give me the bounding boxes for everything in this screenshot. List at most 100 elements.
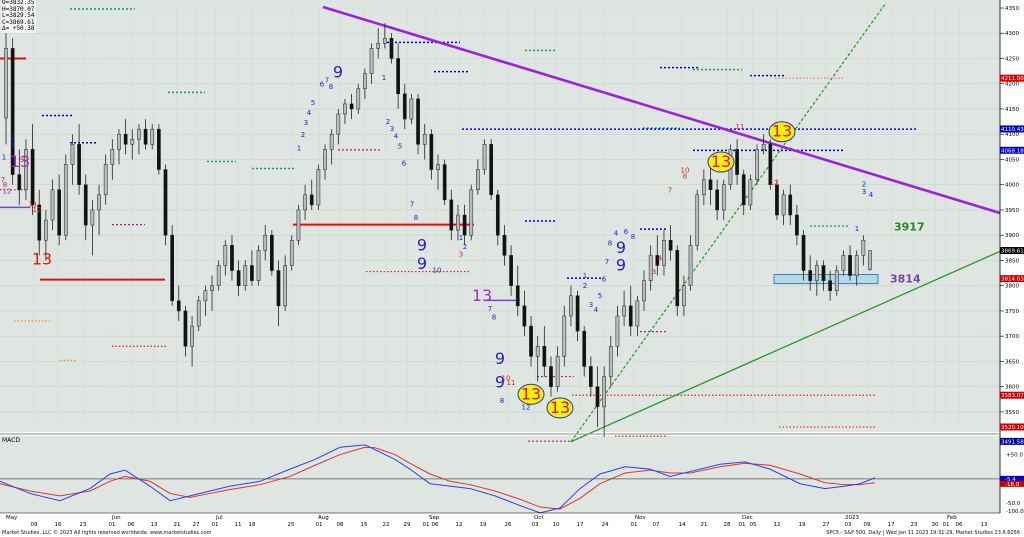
- td-count: 2: [301, 131, 305, 139]
- ohlc-readout: O=3832.35 H=3870.07 L=3829.54 C=3869.61 …: [1, 0, 36, 33]
- y-tick-label: 3750: [1005, 309, 1019, 315]
- candle-body: [283, 265, 287, 307]
- td-count: 4: [394, 132, 399, 140]
- candle-body: [230, 245, 234, 271]
- candle-body: [748, 179, 753, 206]
- candle-body: [708, 179, 713, 191]
- candle-body: [369, 48, 374, 74]
- price-tag-box: [1000, 74, 1024, 82]
- ohlc-change: Δ= +50.38: [2, 25, 35, 33]
- y-tick-label: 3650: [1005, 359, 1019, 365]
- candle-body: [715, 189, 719, 211]
- candle-body: [555, 356, 560, 387]
- price-tag-box: [1000, 423, 1024, 431]
- candle-body: [595, 386, 600, 408]
- candle-body: [768, 144, 773, 185]
- y-tick-label: 4150: [1005, 107, 1019, 113]
- date-label: 13: [981, 522, 988, 528]
- td-count: 1: [855, 225, 859, 233]
- td-count: 4: [594, 306, 599, 314]
- y-tick-label: 3550: [1005, 410, 1019, 416]
- candle-body: [37, 204, 42, 241]
- date-label: 01: [423, 522, 430, 528]
- date-label: 11: [235, 522, 242, 528]
- macd-pane-background: [0, 436, 1000, 513]
- date-axis: 09 16 23 01 06 13 21 27 01 11 18 25 01 08 15 22 29 01 06 12…: [0, 433, 1000, 528]
- support-zone: [773, 274, 879, 285]
- candle-body: [190, 325, 194, 347]
- candle-body: [223, 245, 228, 266]
- date-label: 12: [456, 522, 463, 528]
- month-label: Dec: [742, 515, 753, 521]
- price-tag-box: [1000, 391, 1024, 399]
- candle-body: [57, 189, 62, 236]
- candle-body: [316, 169, 321, 206]
- candle-body: [841, 255, 846, 271]
- candle-body: [775, 184, 779, 216]
- candle-body: [569, 295, 573, 317]
- td-marker: 13: [550, 398, 570, 417]
- candle-body: [735, 149, 739, 175]
- td-count: 2: [386, 118, 390, 126]
- candle-body: [376, 43, 381, 49]
- month-label: Nov: [635, 515, 646, 521]
- td-count: 2: [463, 243, 467, 251]
- td-marker: 13: [711, 152, 731, 171]
- date-label: 12: [774, 522, 781, 528]
- candle-body: [861, 239, 866, 256]
- month-label: Jul: [215, 515, 223, 521]
- date-label: 09: [31, 522, 38, 528]
- td-count: 3: [390, 125, 394, 133]
- candle-body: [761, 144, 766, 150]
- footer-copyright: Market Studies, LLC © 2023 All rights re…: [2, 530, 212, 536]
- candle-body: [695, 194, 700, 246]
- candle-body: [196, 300, 201, 327]
- candle-body: [682, 285, 686, 307]
- td-count: 7: [325, 77, 329, 85]
- td-marker: 9: [417, 235, 427, 254]
- candle-body: [210, 285, 214, 291]
- td-count: 4: [869, 191, 874, 199]
- td-count: 8: [683, 173, 687, 181]
- candle-body: [343, 103, 347, 115]
- date-label: 21: [701, 522, 708, 528]
- candle-body: [562, 315, 567, 357]
- candle-body: [117, 133, 121, 150]
- date-label: 09: [864, 522, 871, 528]
- td-count: 3: [304, 119, 308, 127]
- candle-body: [848, 255, 852, 276]
- candle-body: [216, 265, 221, 286]
- candle-body: [163, 169, 168, 236]
- candle-body: [409, 98, 414, 120]
- td-count: 4: [658, 254, 663, 262]
- price-tag-box: [1000, 146, 1024, 154]
- macd-line: [0, 444, 876, 514]
- candle-body: [289, 239, 294, 266]
- candle-body: [123, 133, 128, 145]
- td-count: 8: [492, 314, 496, 322]
- td-count: 10: [433, 267, 442, 275]
- date-label: 03: [532, 522, 539, 528]
- candle-body: [276, 270, 281, 307]
- candle-body: [549, 366, 553, 387]
- td-marker: 13: [521, 384, 541, 403]
- date-label: 22: [383, 522, 390, 528]
- macd-tag-label: -18.9: [1005, 482, 1020, 488]
- date-label: 17: [577, 522, 584, 528]
- candle-body: [256, 250, 261, 281]
- candle-body: [183, 310, 188, 347]
- date-label: 28: [724, 522, 731, 528]
- candle-body: [442, 164, 447, 201]
- price-tag-box: [1000, 247, 1024, 255]
- candle-body: [814, 265, 819, 281]
- td-count: 7: [1, 176, 5, 184]
- date-label: 25: [288, 522, 295, 528]
- y-tick-label: 4050: [1005, 157, 1019, 163]
- level-annotation: 3814: [890, 273, 921, 286]
- candle-body: [263, 234, 268, 251]
- candle-body: [24, 149, 28, 191]
- td-count: 7: [668, 186, 672, 194]
